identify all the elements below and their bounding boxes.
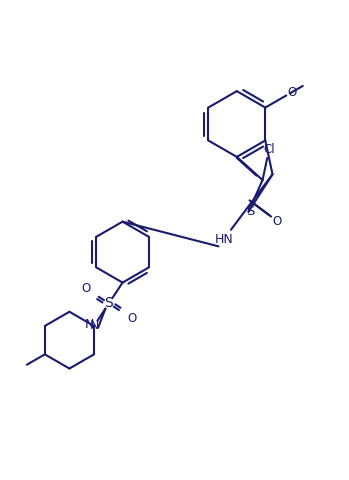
Text: N: N	[85, 318, 95, 331]
Text: O: O	[273, 215, 282, 228]
Text: O: O	[81, 282, 90, 295]
Text: N: N	[89, 320, 99, 333]
Text: O: O	[127, 312, 136, 325]
Text: O: O	[287, 86, 296, 99]
Text: S: S	[104, 297, 113, 311]
Text: Cl: Cl	[263, 143, 275, 156]
Text: HN: HN	[214, 233, 233, 246]
Text: S: S	[246, 205, 254, 218]
